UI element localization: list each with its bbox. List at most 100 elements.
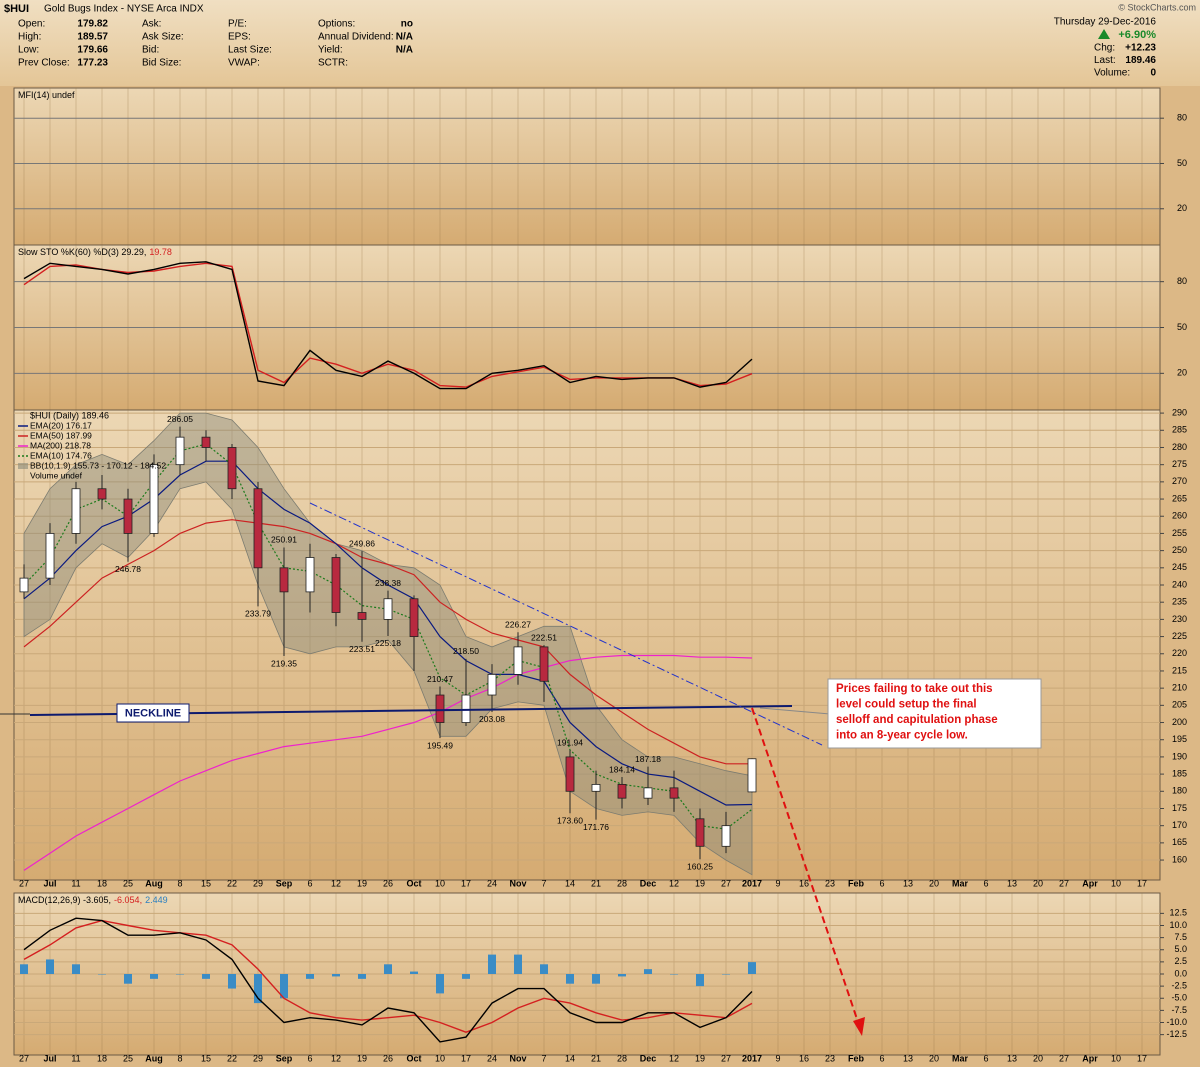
x-tick-label: 28 xyxy=(617,878,627,888)
y-tick-label: 160 xyxy=(1172,854,1187,864)
y-tick-label: 180 xyxy=(1172,786,1187,796)
x-tick-label: Sep xyxy=(276,1053,293,1063)
x-tick-label: 6 xyxy=(983,1053,988,1063)
y-tick-label: 270 xyxy=(1172,476,1187,486)
forecast-arrowhead xyxy=(853,1017,865,1036)
panel-background xyxy=(13,409,1161,881)
quote-value: 189.57 xyxy=(77,32,108,43)
y-tick-label: 255 xyxy=(1172,528,1187,538)
histogram-bar xyxy=(176,974,184,975)
quote-value: 179.82 xyxy=(77,19,108,30)
x-tick-label: 20 xyxy=(1033,1053,1043,1063)
x-tick-label: Aug xyxy=(145,878,163,888)
histogram-bar xyxy=(748,962,756,974)
quote-label: Bid Size: xyxy=(142,58,181,69)
candle-body xyxy=(591,784,601,792)
stat-value: 189.46 xyxy=(1125,55,1156,66)
y-tick-label: 2.5 xyxy=(1174,956,1187,966)
y-tick-label: 20 xyxy=(1177,203,1187,213)
x-tick-label: 16 xyxy=(799,878,809,888)
histogram-bar xyxy=(254,974,262,1004)
note-line: selloff and capitulation phase xyxy=(836,714,998,726)
x-tick-label: 17 xyxy=(1137,878,1147,888)
stat-value: 0 xyxy=(1150,68,1156,79)
low-label: 203.08 xyxy=(479,714,505,724)
x-tick-label: 12 xyxy=(669,1053,679,1063)
y-tick-label: 240 xyxy=(1172,579,1187,589)
x-tick-label: 9 xyxy=(775,1053,780,1063)
x-tick-label: 19 xyxy=(695,878,705,888)
quote-value: 179.66 xyxy=(77,45,108,56)
quote-label: Open: xyxy=(18,19,45,30)
y-tick-label: 280 xyxy=(1172,442,1187,452)
candle-body xyxy=(123,498,133,534)
x-tick-label: 22 xyxy=(227,1053,237,1063)
x-tick-label: 15 xyxy=(201,878,211,888)
x-tick-label: 18 xyxy=(97,878,107,888)
quote-value: no xyxy=(401,19,413,30)
x-tick-label: 12 xyxy=(331,1053,341,1063)
quote-label: Prev Close: xyxy=(18,58,70,69)
candle-body xyxy=(279,567,289,593)
x-tick-label: 6 xyxy=(879,878,884,888)
x-tick-label: 11 xyxy=(71,878,80,888)
y-tick-label: 170 xyxy=(1172,820,1187,830)
histogram-bar xyxy=(410,971,418,974)
x-tick-label: 2017 xyxy=(742,878,762,888)
x-tick-label: 7 xyxy=(541,1053,546,1063)
x-tick-label: 24 xyxy=(487,878,497,888)
x-tick-label: Apr xyxy=(1082,1053,1098,1063)
x-tick-label: 23 xyxy=(825,1053,835,1063)
x-tick-label: 18 xyxy=(97,1053,107,1063)
x-tick-label: 25 xyxy=(123,1053,133,1063)
histogram-bar xyxy=(618,974,626,977)
x-tick-label: 17 xyxy=(461,878,471,888)
x-tick-label: Oct xyxy=(406,1053,421,1063)
x-tick-label: Jul xyxy=(43,878,56,888)
candle-body xyxy=(721,825,731,847)
x-tick-label: 27 xyxy=(19,878,29,888)
trend-line xyxy=(309,502,823,746)
y-tick-label: 165 xyxy=(1172,837,1187,847)
candle-body xyxy=(357,612,367,620)
symbol: $HUI xyxy=(4,3,29,15)
x-tick-label: Dec xyxy=(640,878,657,888)
x-tick-label: Feb xyxy=(848,878,865,888)
candle-body xyxy=(227,447,237,490)
histogram-bar xyxy=(306,974,314,979)
y-tick-label: 290 xyxy=(1172,407,1187,417)
x-tick-label: 28 xyxy=(617,1053,627,1063)
x-tick-label: Mar xyxy=(952,878,969,888)
x-tick-label: 10 xyxy=(435,1053,445,1063)
y-tick-label: -2.5 xyxy=(1171,981,1187,991)
high-label: 218.50 xyxy=(453,646,479,656)
y-tick-label: 245 xyxy=(1172,562,1187,572)
low-label: 219.35 xyxy=(271,658,297,668)
x-tick-label: 29 xyxy=(253,878,263,888)
y-tick-label: 230 xyxy=(1172,614,1187,624)
panel-title: Slow STO %K(60) %D(3) 29.29, 19.78 xyxy=(18,247,172,257)
stat-value: +12.23 xyxy=(1125,43,1156,54)
x-tick-label: Jul xyxy=(43,1053,56,1063)
high-label: 226.27 xyxy=(505,619,531,629)
quote-value: N/A xyxy=(396,32,413,43)
change-percent: +6.90% xyxy=(1118,29,1156,41)
candle-body xyxy=(461,694,471,723)
x-tick-label: 22 xyxy=(227,878,237,888)
indicator-line xyxy=(23,261,753,390)
x-tick-label: 6 xyxy=(983,878,988,888)
quote-label: EPS: xyxy=(228,32,251,43)
x-tick-label: 27 xyxy=(19,1053,29,1063)
high-label: 184.14 xyxy=(609,764,635,774)
header: $HUI Gold Bugs Index - NYSE Arca INDX © … xyxy=(4,2,1196,41)
candle-body xyxy=(513,646,523,675)
candle-body xyxy=(71,488,81,534)
histogram-bar xyxy=(696,974,704,987)
high-label: 238.38 xyxy=(375,578,401,588)
x-tick-label: 8 xyxy=(177,1053,182,1063)
x-tick-label: 10 xyxy=(1111,1053,1121,1063)
low-label: 246.78 xyxy=(115,564,141,574)
y-tick-label: -12.5 xyxy=(1166,1029,1187,1039)
y-tick-label: 5.0 xyxy=(1174,944,1187,954)
panel-title-part: 2.449 xyxy=(145,895,168,905)
